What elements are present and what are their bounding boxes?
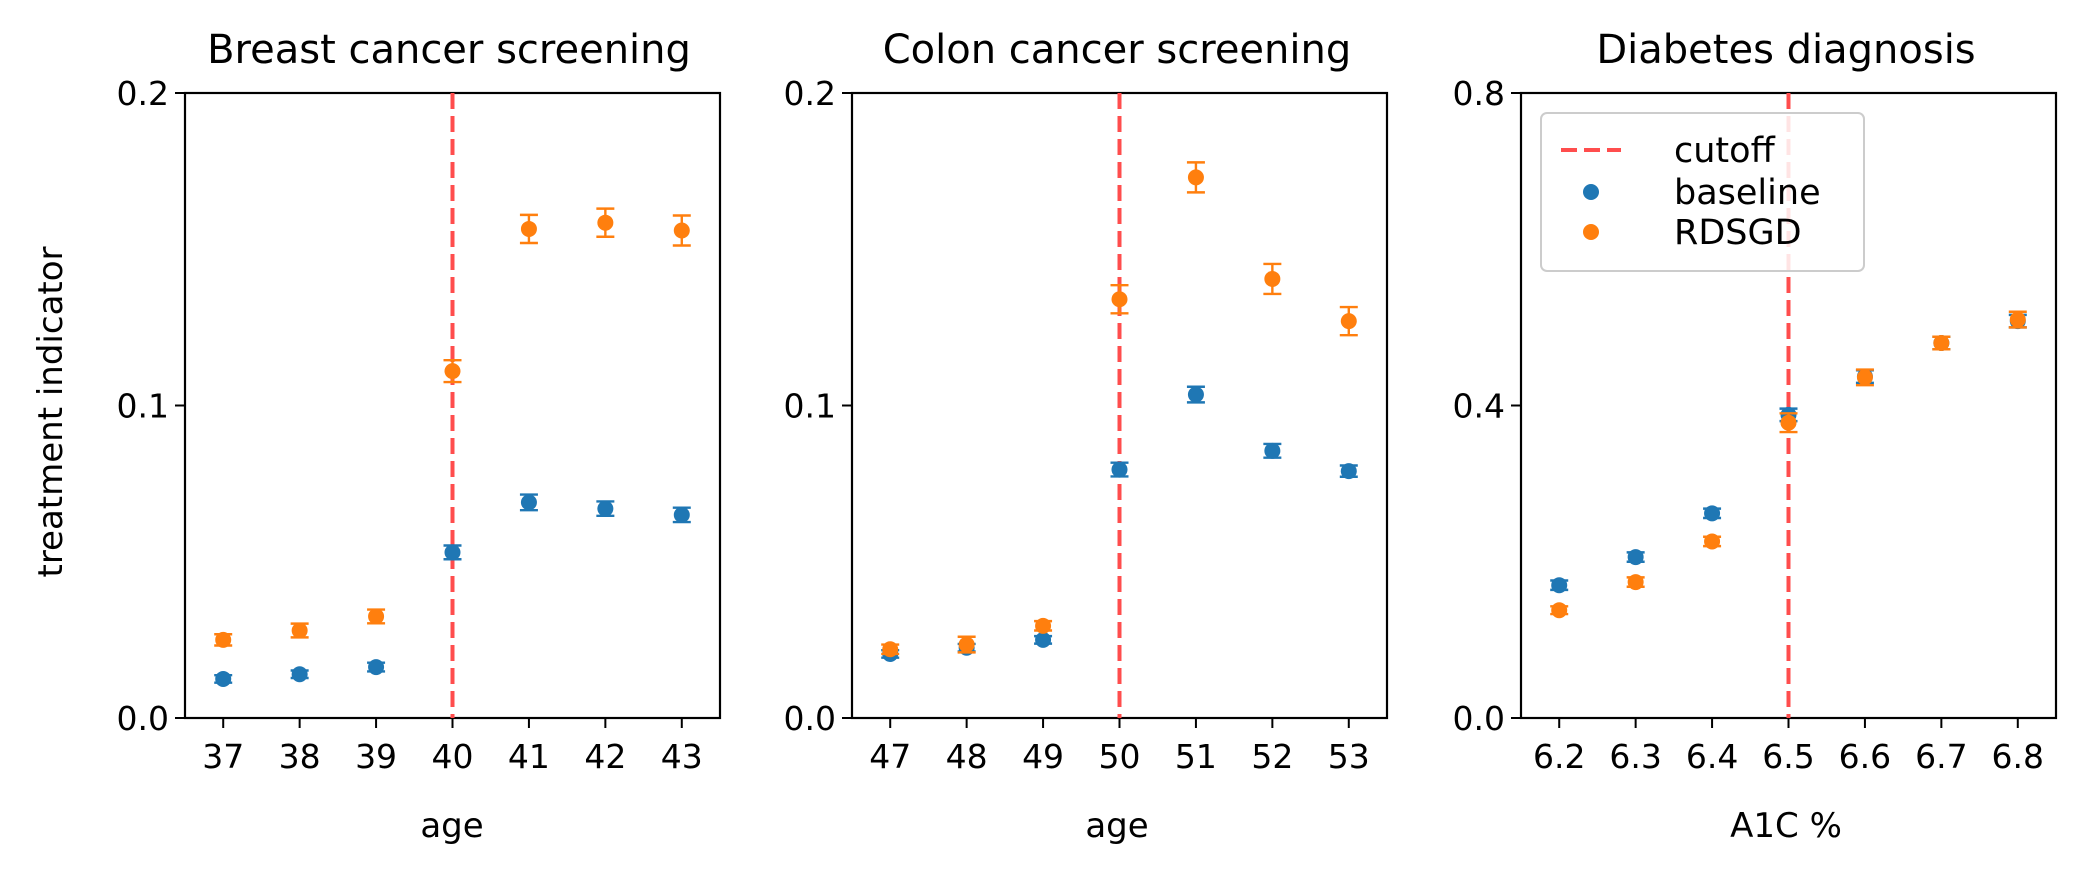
- series-baseline: [214, 493, 691, 687]
- x-tick-label: 6.8: [1992, 737, 2044, 776]
- y-tick-label: 0.8: [1453, 74, 1505, 113]
- x-tick-label: 6.2: [1533, 737, 1585, 776]
- x-tick-label: 40: [432, 737, 474, 776]
- data-point: [2009, 311, 2026, 328]
- y-tick-label: 0.0: [117, 699, 169, 738]
- x-tick-label: 52: [1251, 737, 1293, 776]
- legend-box: [1540, 112, 1865, 272]
- data-point: [368, 608, 385, 625]
- y-axis-label: treatment indicator: [31, 246, 71, 577]
- legend-label: baseline: [1674, 173, 1821, 213]
- y-tick-label: 0.1: [117, 387, 169, 426]
- y-tick-label: 0.0: [1453, 699, 1505, 738]
- data-point: [1933, 335, 1950, 351]
- data-point: [1340, 463, 1357, 480]
- data-point: [958, 636, 975, 653]
- x-tick-label: 37: [202, 737, 244, 776]
- data-point: [1551, 577, 1568, 594]
- data-point: [1264, 442, 1281, 459]
- data-point: [673, 222, 690, 239]
- data-point: [215, 670, 232, 687]
- data-point: [1340, 313, 1357, 330]
- data-point: [1264, 270, 1281, 287]
- x-tick-label: 6.5: [1762, 737, 1814, 776]
- y-tick-label: 0.0: [784, 699, 836, 738]
- legend-label: cutoff: [1674, 131, 1776, 171]
- data-point: [1187, 169, 1204, 186]
- panel-title: Diabetes diagnosis: [1596, 27, 1975, 73]
- x-tick-label: 6.3: [1609, 737, 1661, 776]
- x-axis-label: A1C %: [1730, 806, 1842, 846]
- x-tick-label: 51: [1175, 737, 1217, 776]
- x-tick-label: 6.7: [1915, 737, 1967, 776]
- x-axis-label: age: [420, 806, 483, 846]
- data-point: [1111, 461, 1128, 478]
- x-tick-label: 38: [279, 737, 321, 776]
- data-point: [1035, 617, 1052, 634]
- breast-cancer-panel: Breast cancer screening treatment indica…: [31, 27, 722, 846]
- data-point: [882, 641, 899, 658]
- x-tick-label: 47: [869, 737, 911, 776]
- legend-swatch: [1583, 184, 1599, 200]
- y-tick-label: 0.4: [1453, 387, 1505, 426]
- x-tick-label: 43: [661, 737, 703, 776]
- data-point: [368, 659, 385, 676]
- data-point: [291, 666, 308, 683]
- x-tick-label: 49: [1022, 737, 1064, 776]
- x-tick-label: 41: [508, 737, 550, 776]
- data-point: [1187, 386, 1204, 403]
- x-tick-label: 42: [584, 737, 626, 776]
- data-point: [1780, 414, 1797, 431]
- x-axis-label: age: [1085, 806, 1148, 846]
- y-tick-label: 0.2: [784, 74, 836, 113]
- data-point: [597, 214, 614, 231]
- diabetes-panel: Diabetes diagnosis A1C % 0.0 0.4 0.8 6.2 6.3…: [1453, 27, 2058, 846]
- legend-label: RDSGD: [1674, 213, 1802, 253]
- y-tick-label: 0.1: [784, 387, 836, 426]
- series-rdsgd: [881, 161, 1358, 658]
- data-point: [1111, 291, 1128, 308]
- data-point: [291, 622, 308, 639]
- data-point: [1627, 549, 1644, 566]
- data-point: [1551, 602, 1568, 619]
- panel-title: Colon cancer screening: [883, 27, 1352, 73]
- data-point: [1627, 574, 1644, 591]
- x-tick-label: 53: [1328, 737, 1370, 776]
- data-point: [215, 631, 232, 648]
- data-point: [1704, 533, 1721, 550]
- x-tick-label: 6.4: [1686, 737, 1738, 776]
- data-point: [673, 506, 690, 523]
- colon-cancer-panel: Colon cancer screening age 0.0 0.1 0.2 47 48…: [784, 27, 1389, 846]
- data-point: [1704, 505, 1721, 522]
- series-rdsgd: [1550, 310, 2027, 619]
- x-tick-label: 48: [946, 737, 988, 776]
- legend-swatch: [1583, 224, 1599, 240]
- data-point: [597, 500, 614, 517]
- x-tick-label: 50: [1099, 737, 1141, 776]
- panel-title: Breast cancer screening: [207, 27, 691, 73]
- series-rdsgd: [214, 207, 691, 648]
- x-tick-label: 39: [355, 737, 397, 776]
- data-point: [1856, 369, 1873, 386]
- data-point: [520, 220, 537, 237]
- data-point: [444, 363, 461, 380]
- y-tick-label: 0.2: [117, 74, 169, 113]
- data-point: [1035, 631, 1052, 648]
- x-tick-label: 6.6: [1839, 737, 1891, 776]
- data-point: [520, 494, 537, 511]
- data-point: [444, 544, 461, 561]
